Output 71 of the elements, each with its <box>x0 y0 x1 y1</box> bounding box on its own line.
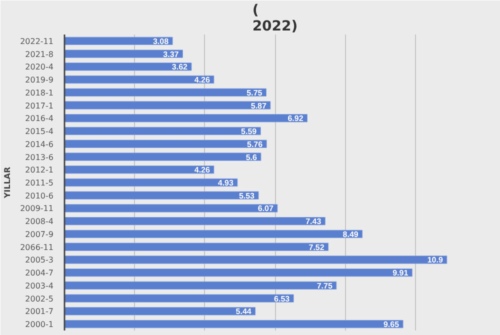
y-tick-label: 2021-8 <box>25 50 54 59</box>
bar <box>64 50 183 58</box>
y-tick-label: 2016-4 <box>25 114 54 124</box>
y-tick-label: 2012-1 <box>25 166 54 175</box>
data-label: 7.43 <box>306 217 322 226</box>
data-label: 5.59 <box>241 127 258 136</box>
bar <box>64 126 261 136</box>
bar <box>64 88 266 97</box>
data-label: 5.75 <box>246 88 263 98</box>
data-label: 7.75 <box>316 281 333 290</box>
chart-title: ( 2022) <box>252 2 298 34</box>
y-tick-label: 2015-4 <box>25 127 54 136</box>
y-tick-label: 2010-6 <box>25 191 54 200</box>
y-tick-label: 2017-1 <box>25 101 54 110</box>
data-label: 7.52 <box>308 242 325 252</box>
bar <box>64 114 308 122</box>
data-label: 5.53 <box>238 191 256 200</box>
y-tick-label: 2013-6 <box>25 152 54 162</box>
data-label: 6.92 <box>288 114 304 124</box>
bar <box>64 230 363 238</box>
bar <box>64 268 412 277</box>
bar <box>64 140 267 148</box>
data-label: 9.91 <box>392 268 409 278</box>
bar <box>64 307 256 316</box>
data-label: 4.26 <box>194 76 211 85</box>
y-axis-title: YILLAR <box>3 166 12 200</box>
bar <box>64 281 337 290</box>
data-label: 6.07 <box>258 204 274 214</box>
bar <box>64 152 262 161</box>
y-tick-label: 2004-7 <box>25 268 54 278</box>
data-label: 5.87 <box>250 101 267 110</box>
bar <box>64 242 329 251</box>
bar <box>64 101 271 110</box>
bar <box>64 320 404 328</box>
y-tick-label: 2018-1 <box>25 88 54 98</box>
data-label: 8.49 <box>342 230 359 239</box>
bar <box>64 204 278 212</box>
y-tick-label: 2003-4 <box>25 281 54 290</box>
y-tick-label: 2007-9 <box>25 230 54 239</box>
y-tick-label: 2011-5 <box>25 178 54 188</box>
bar <box>64 178 238 187</box>
data-label: 5.6 <box>246 152 258 162</box>
y-tick-label: 2022-11 <box>20 36 54 46</box>
bar <box>64 75 214 84</box>
bar <box>64 294 294 302</box>
bar <box>64 191 259 200</box>
y-tick-label: 2008-4 <box>25 217 54 226</box>
data-label: 3.37 <box>163 50 180 59</box>
y-tick-label: 2009-11 <box>20 204 54 214</box>
y-tick-label: 2000-1 <box>25 320 54 330</box>
bar <box>64 217 326 226</box>
data-label: 5.76 <box>247 140 264 149</box>
data-label: 4.26 <box>194 166 211 175</box>
data-label: 9.65 <box>383 320 400 330</box>
y-tick-label: 2066-11 <box>20 242 54 252</box>
data-label: 6.53 <box>274 294 290 304</box>
y-tick-label: 2002-5 <box>25 294 54 304</box>
y-tick-label: 2019-9 <box>25 76 54 85</box>
y-tick-label: 2001-7 <box>25 307 54 316</box>
data-label: 3.08 <box>152 36 170 46</box>
data-label: 4.93 <box>218 178 234 188</box>
y-tick-label: 2014-6 <box>25 140 54 149</box>
data-label: 3.62 <box>172 62 188 72</box>
data-label: 5.44 <box>236 307 252 316</box>
bar <box>64 62 192 71</box>
bar <box>64 256 448 264</box>
bar <box>64 166 214 174</box>
y-tick-label: 2005-3 <box>25 256 54 265</box>
y-tick-label: 2020-4 <box>25 62 54 72</box>
data-label: 10.9 <box>427 256 444 265</box>
bar <box>64 36 173 46</box>
